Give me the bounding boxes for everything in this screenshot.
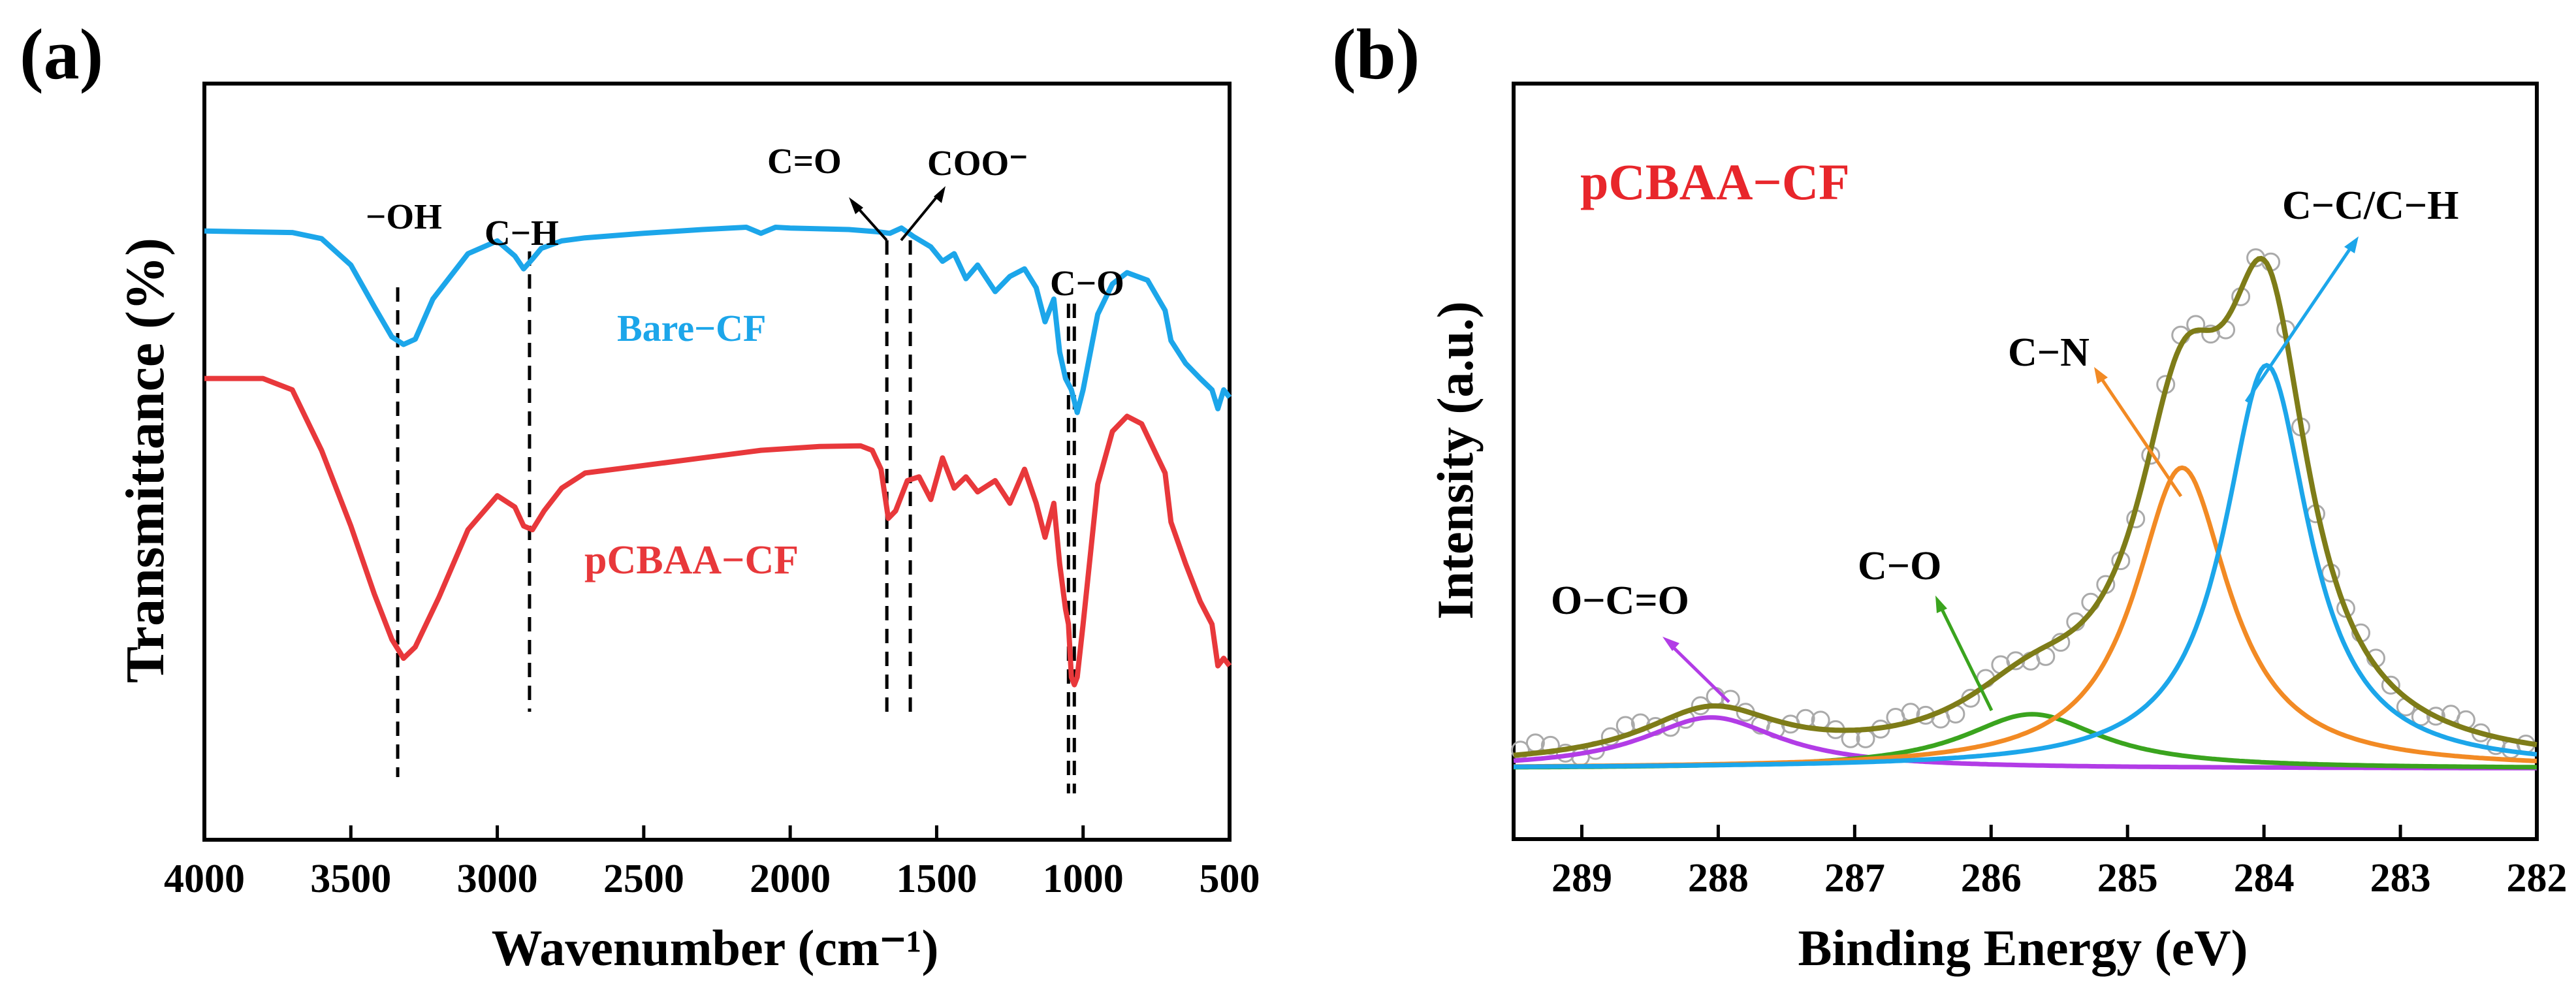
coo-arrowhead [934,186,946,203]
xps-x-tick-label: 286 [1961,856,2022,900]
cn-peak-label: C−N [2008,330,2090,375]
cc-arrow [2244,244,2355,403]
ftir-x-tick-label: 4000 [164,857,245,901]
ftir-plot-frame [202,82,1232,842]
ftir-series [204,225,1232,688]
xps-panel: (b) 289 288 287 286 285 284 283 282 pCBAA−CF O−… [1332,14,2568,976]
panel-b-letter: (b) [1332,14,1420,94]
oco-arrow [1668,642,1730,703]
xps-sample-title: pCBAA−CF [1580,153,1850,210]
ftir-x-tick-label: 3500 [310,857,391,901]
co-peak-curve [1514,712,2537,770]
co-double-band-label: C=O [767,141,842,181]
xps-x-axis-title: Binding Energy (eV) [1798,919,2248,976]
measured-data-point [2426,707,2445,726]
cc-arrowhead [2344,236,2359,253]
measured-data-point [2381,675,2400,695]
xps-fitted-peaks [1513,255,2537,771]
oh-band-label: −OH [366,197,442,236]
co-peak-label: C−O [1858,544,1941,588]
oco-peak-label: O−C=O [1551,579,1689,623]
bare-cf-label: Bare−CF [617,307,767,349]
xps-x-ticks: 289 288 287 286 285 284 283 282 [1551,825,2568,900]
xps-plot-frame [1512,82,2539,841]
cn-arrowhead [2094,367,2108,384]
xps-x-tick-label: 282 [2507,856,2568,900]
fitted-envelope-curve [1513,255,2537,758]
xps-y-axis-title: Intensity (a.u.) [1427,301,1484,620]
ftir-x-tick-label: 2500 [603,857,684,901]
ftir-panel: (a) 4000 3500 3000 2500 2000 1500 1000 500 Bare… [20,14,1260,976]
ftir-y-axis-title: Transmittance (%) [115,238,176,683]
ftir-x-tick-label: 1500 [896,857,977,901]
xps-x-tick-label: 287 [1824,856,1885,900]
co-double-arrowhead [849,197,863,214]
panel-a-letter: (a) [20,14,103,94]
oco-arrowhead [1662,637,1679,651]
co-single-band-label: C−O [1050,263,1124,303]
ftir-x-ticks: 4000 3500 3000 2500 2000 1500 1000 500 [164,825,1260,901]
xps-x-tick-label: 285 [2097,856,2158,900]
co-arrow [1937,603,1994,712]
cc-peak-curve [1514,362,2537,769]
ftir-x-tick-label: 500 [1200,857,1260,901]
xps-x-tick-label: 288 [1688,856,1749,900]
co-arrowhead [1935,596,1947,613]
xps-measured-points [1510,248,2536,767]
xps-x-tick-label: 284 [2234,856,2295,900]
bare-cf-line [204,225,1232,415]
ftir-x-axis-title: Wavenumber (cm⁻¹) [492,919,939,976]
coo-band-label: COO⁻ [927,143,1028,183]
ftir-x-tick-label: 1000 [1043,857,1124,901]
cn-arrow [2097,374,2183,498]
xps-x-tick-label: 283 [2370,856,2431,900]
xps-x-tick-label: 289 [1551,856,1612,900]
ftir-x-tick-label: 2000 [750,857,831,901]
cc-ch-peak-label: C−C/C−H [2282,183,2458,228]
ch-band-label: C−H [485,213,559,253]
pcbaa-cf-line [204,375,1232,688]
oco-peak-curve [1513,715,2537,771]
ftir-x-tick-label: 3000 [457,857,538,901]
pcbaa-cf-label: pCBAA−CF [584,538,799,582]
coo-arrow [900,191,942,242]
